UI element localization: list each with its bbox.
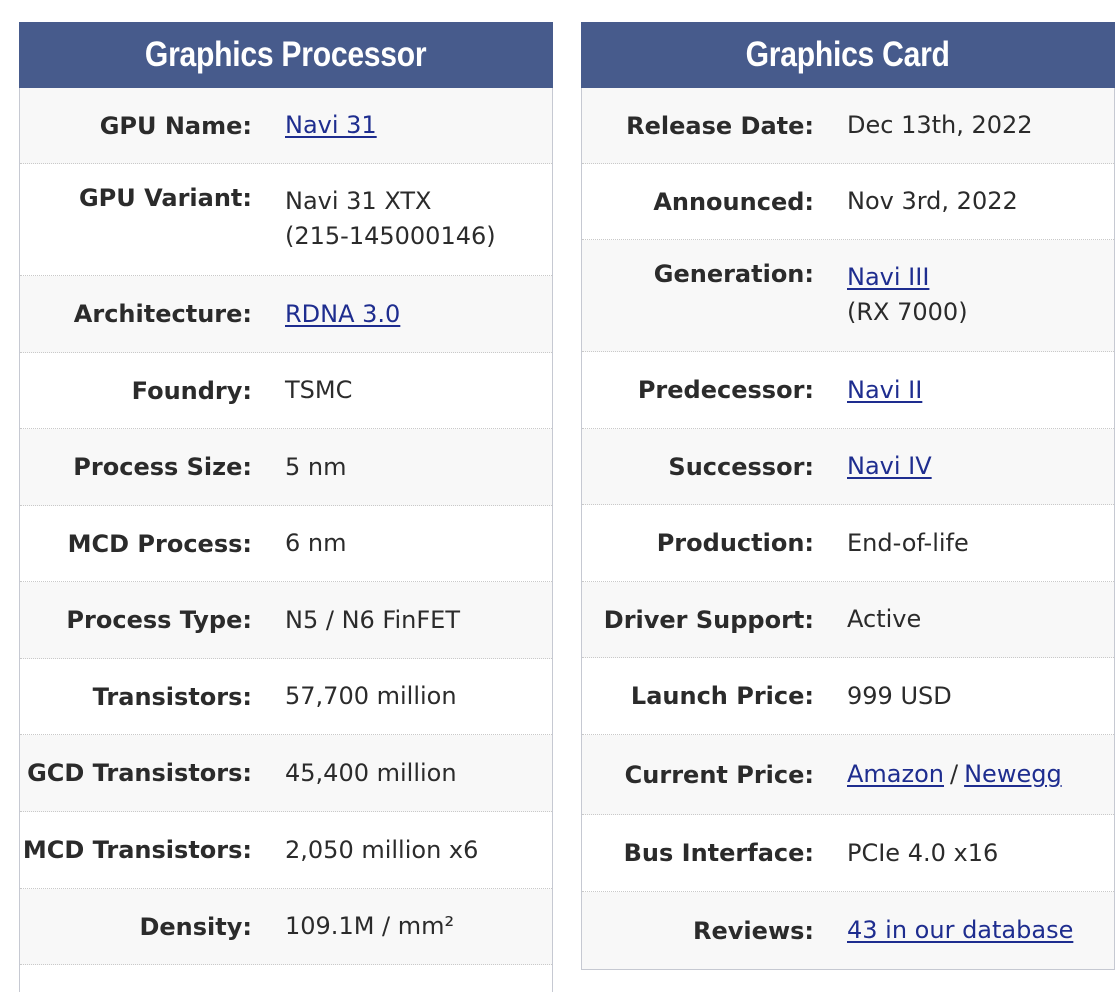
row-driver-support: Driver Support: Active: [582, 582, 1114, 658]
row-current-price: Current Price: Amazon / Newegg: [582, 735, 1114, 815]
graphics-card-header: Graphics Card: [581, 22, 1115, 88]
row-transistors: Transistors: 57,700 million: [20, 659, 552, 735]
predecessor-label: Predecessor:: [637, 376, 814, 404]
production-label: Production:: [656, 529, 814, 557]
gpu-name-link[interactable]: Navi 31: [285, 111, 377, 139]
release-date-label: Release Date:: [626, 111, 814, 140]
predecessor-link[interactable]: Navi II: [847, 375, 923, 404]
row-generation: Generation: Navi III (RX 7000): [582, 240, 1114, 352]
row-process-type: Process Type: N5 / N6 FinFET: [20, 582, 552, 659]
production-value: End-of-life: [847, 528, 969, 557]
successor-link[interactable]: Navi IV: [847, 452, 932, 480]
density-label: Density:: [139, 912, 252, 941]
newegg-link[interactable]: Newegg: [964, 760, 1062, 788]
gpu-variant-value: Navi 31 XTX: [285, 187, 432, 215]
graphics-processor-header: Graphics Processor: [19, 22, 553, 88]
foundry-value: TSMC: [285, 376, 353, 404]
row-bus-interface: Bus Interface: PCIe 4.0 x16: [582, 815, 1114, 892]
graphics-card-panel: Graphics Card Release Date: Dec 13th, 20…: [581, 22, 1115, 970]
graphics-processor-rows: GPU Name: Navi 31 GPU Variant: Navi 31 X…: [20, 88, 552, 965]
announced-value: Nov 3rd, 2022: [847, 187, 1018, 215]
driver-support-label: Driver Support:: [603, 605, 814, 634]
process-size-label: Process Size:: [73, 453, 252, 481]
reviews-label: Reviews:: [693, 916, 814, 945]
driver-support-value: Active: [847, 605, 922, 633]
row-mcd-transistors: MCD Transistors: 2,050 million x6: [20, 812, 552, 889]
gpu-name-label: GPU Name:: [99, 111, 252, 140]
generation-label: Generation:: [653, 260, 814, 288]
bus-interface-value: PCIe 4.0 x16: [847, 838, 999, 867]
launch-price-value: 999 USD: [847, 681, 952, 710]
row-gcd-transistors: GCD Transistors: 45,400 million: [20, 735, 552, 812]
graphics-card-title: Graphics Card: [745, 35, 951, 74]
process-type-value: N5 / N6 FinFET: [285, 605, 460, 634]
row-predecessor: Predecessor: Navi II: [582, 352, 1114, 429]
row-release-date: Release Date: Dec 13th, 2022: [582, 88, 1114, 164]
row-announced: Announced: Nov 3rd, 2022: [582, 164, 1114, 240]
row-successor: Successor: Navi IV: [582, 429, 1114, 505]
density-value: 109.1M / mm²: [285, 912, 455, 940]
announced-label: Announced:: [653, 187, 814, 216]
row-foundry: Foundry: TSMC: [20, 353, 552, 429]
row-mcd-process: MCD Process: 6 nm: [20, 506, 552, 582]
architecture-link[interactable]: RDNA 3.0: [285, 299, 401, 328]
mcd-process-value: 6 nm: [285, 529, 347, 557]
row-process-size: Process Size: 5 nm: [20, 429, 552, 506]
transistors-label: Transistors:: [92, 682, 252, 711]
mcd-process-label: MCD Process:: [67, 529, 252, 558]
release-date-value: Dec 13th, 2022: [847, 111, 1033, 139]
mcd-transistors-value: 2,050 million x6: [285, 835, 479, 864]
gcd-transistors-label: GCD Transistors:: [27, 759, 252, 787]
row-reviews: Reviews: 43 in our database: [582, 892, 1114, 969]
launch-price-label: Launch Price:: [630, 682, 814, 710]
graphics-processor-title: Graphics Processor: [145, 35, 427, 74]
generation-link[interactable]: Navi III: [847, 263, 930, 291]
row-gpu-variant: GPU Variant: Navi 31 XTX (215-145000146): [20, 164, 552, 276]
mcd-transistors-label: MCD Transistors:: [22, 836, 252, 864]
gpu-variant-label: GPU Variant:: [78, 184, 252, 212]
current-price-label: Current Price:: [624, 760, 814, 789]
row-density: Density: 109.1M / mm²: [20, 889, 552, 965]
row-gpu-name: GPU Name: Navi 31: [20, 88, 552, 164]
architecture-label: Architecture:: [73, 300, 252, 328]
row-production: Production: End-of-life: [582, 505, 1114, 582]
price-separator: /: [950, 760, 959, 788]
amazon-link[interactable]: Amazon: [847, 760, 944, 788]
foundry-label: Foundry:: [131, 376, 252, 405]
graphics-processor-panel: Graphics Processor GPU Name: Navi 31 GPU…: [19, 22, 553, 992]
reviews-link[interactable]: 43 in our database: [847, 916, 1074, 944]
generation-series: (RX 7000): [847, 298, 968, 326]
successor-label: Successor:: [668, 452, 814, 481]
gcd-transistors-value: 45,400 million: [285, 758, 457, 787]
transistors-value: 57,700 million: [285, 682, 457, 710]
gpu-variant-part-number: (215-145000146): [285, 222, 496, 250]
row-launch-price: Launch Price: 999 USD: [582, 658, 1114, 735]
process-type-label: Process Type:: [66, 606, 252, 634]
row-architecture: Architecture: RDNA 3.0: [20, 276, 552, 353]
graphics-card-rows: Release Date: Dec 13th, 2022 Announced: …: [582, 88, 1114, 969]
bus-interface-label: Bus Interface:: [623, 839, 814, 867]
process-size-value: 5 nm: [285, 452, 347, 481]
